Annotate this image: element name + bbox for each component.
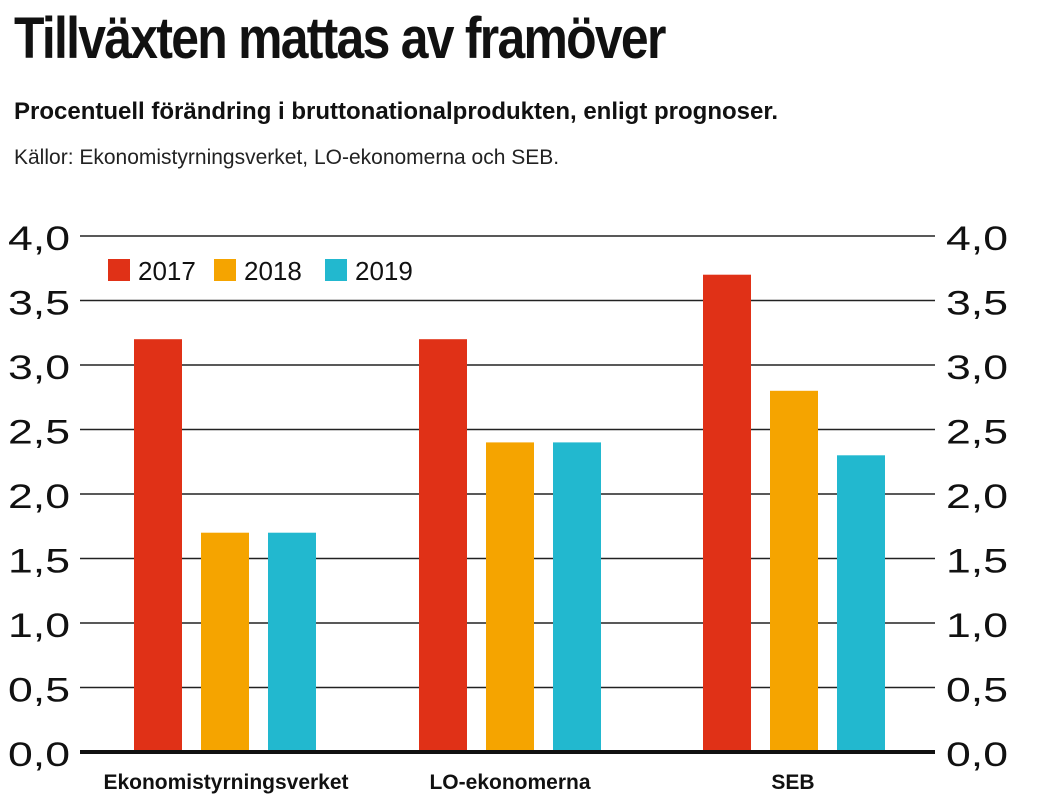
bar-2017-ekonomistyrningsverket xyxy=(134,339,182,752)
legend-label-2017: 2017 xyxy=(138,256,196,286)
chart-title: Tillväxten mattas av framöver xyxy=(14,6,666,71)
y-tick-label-right: 2,5 xyxy=(946,414,1008,452)
y-tick-label-left: 0,0 xyxy=(8,736,70,774)
y-tick-label-left: 1,5 xyxy=(8,543,70,581)
x-category-label: Ekonomistyrningsverket xyxy=(103,771,348,794)
bar-2018-ekonomistyrningsverket xyxy=(201,532,249,752)
y-tick-label-right: 3,5 xyxy=(946,285,1008,323)
bar-2019-ekonomistyrningsverket xyxy=(268,532,316,752)
bar-2019-seb xyxy=(837,455,885,752)
y-tick-label-right: 2,0 xyxy=(946,478,1008,516)
y-tick-label-left: 3,0 xyxy=(8,349,70,387)
y-tick-label-left: 3,5 xyxy=(8,285,70,323)
y-tick-label-right: 1,0 xyxy=(946,607,1008,645)
x-category-label: LO-ekonomerna xyxy=(429,771,590,794)
bar-2017-seb xyxy=(703,274,751,752)
legend-swatch-2019 xyxy=(325,259,347,281)
y-tick-label-left: 0,5 xyxy=(8,672,70,710)
legend-label-2019: 2019 xyxy=(355,256,413,286)
y-tick-label-right: 3,0 xyxy=(946,349,1008,387)
bar-2018-seb xyxy=(770,390,818,752)
y-tick-label-left: 4,0 xyxy=(8,220,70,258)
legend-swatch-2017 xyxy=(108,259,130,281)
legend-label-2018: 2018 xyxy=(244,256,302,286)
y-tick-label-right: 0,5 xyxy=(946,672,1008,710)
legend-swatch-2018 xyxy=(214,259,236,281)
y-tick-label-right: 1,5 xyxy=(946,543,1008,581)
y-tick-label-right: 4,0 xyxy=(946,220,1008,258)
x-category-label: SEB xyxy=(771,771,814,794)
y-tick-label-left: 2,0 xyxy=(8,478,70,516)
y-tick-label-left: 2,5 xyxy=(8,414,70,452)
bar-2017-lo-ekonomerna xyxy=(419,339,467,752)
bar-2018-lo-ekonomerna xyxy=(486,442,534,752)
y-tick-label-left: 1,0 xyxy=(8,607,70,645)
chart-source: Källor: Ekonomistyrningsverket, LO-ekono… xyxy=(14,146,560,169)
bar-2019-lo-ekonomerna xyxy=(553,442,601,752)
chart-subtitle: Procentuell förändring i bruttonationalp… xyxy=(14,98,779,125)
y-tick-label-right: 0,0 xyxy=(946,736,1008,774)
